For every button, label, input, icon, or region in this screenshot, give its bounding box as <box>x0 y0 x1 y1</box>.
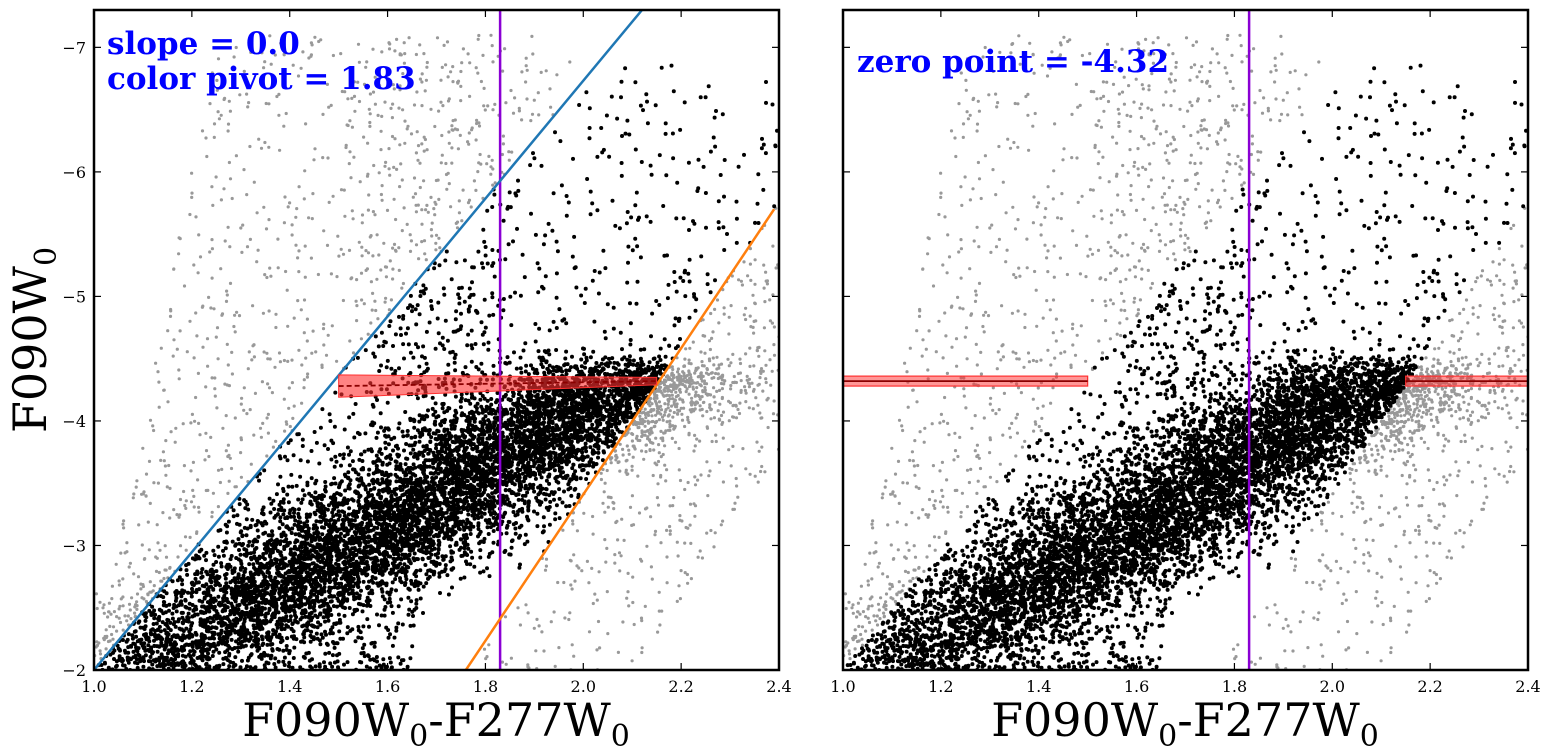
x-tick-label: 2.4 <box>1515 677 1540 696</box>
right-x-axis-title: F090W0-F277W0 <box>991 693 1379 753</box>
right-background-stars <box>843 33 1528 670</box>
x-tick-label: 2.4 <box>766 677 791 696</box>
right-annotation-zero-point: zero point = -4.32 <box>857 44 1169 80</box>
x-tick-label: 1.2 <box>179 677 204 696</box>
x-tick-label: 1.4 <box>277 677 302 696</box>
left-background-stars <box>94 33 779 670</box>
right-fit-lines <box>843 10 1528 670</box>
x-tick-label: 2.2 <box>668 677 693 696</box>
y-tick-label: −5 <box>62 287 86 306</box>
x-tick-label: 2.0 <box>1320 677 1345 696</box>
selected-star-points <box>96 63 779 670</box>
x-tick-label: 2.0 <box>571 677 596 696</box>
y-tick-label: −6 <box>62 163 86 182</box>
tip-fit-band <box>338 374 658 398</box>
blue-color-bound-line <box>94 10 643 670</box>
left-plot-frame <box>92 8 781 672</box>
x-tick-label: 1.4 <box>1026 677 1051 696</box>
background-star-points <box>843 33 1528 670</box>
left-fit-lines <box>94 10 776 670</box>
left-annotation-slope: slope = 0.0 <box>107 26 300 62</box>
right-panel: 1.0 1.2 1.4 1.6 1.8 2.0 2.2 2.4 zero point = -4… <box>830 8 1541 753</box>
x-tick-label: 1.0 <box>81 677 106 696</box>
left-selected-stars <box>96 63 779 670</box>
right-selected-stars <box>845 63 1528 670</box>
tip-fit-line <box>338 380 657 387</box>
x-tick-label: 1.8 <box>1222 677 1247 696</box>
left-annotation-pivot: color pivot = 1.83 <box>107 61 416 97</box>
x-tick-label: 1.6 <box>375 677 400 696</box>
y-tick-label: −3 <box>62 536 86 555</box>
y-tick-label: −7 <box>62 38 86 57</box>
right-plot-frame <box>841 8 1530 672</box>
left-panel: 1.0 1.2 1.4 1.6 1.8 2.0 2.2 2.4 −7 −6 −5 −4 −3 −2 slo… <box>3 8 792 753</box>
selected-star-points <box>845 63 1528 670</box>
x-tick-label: 1.6 <box>1124 677 1149 696</box>
background-star-points <box>94 33 779 670</box>
x-tick-label: 1.8 <box>473 677 498 696</box>
left-x-axis-title: F090W0-F277W0 <box>242 693 630 753</box>
y-tick-label: −2 <box>62 661 86 680</box>
y-axis-title: F090W0 <box>3 247 64 433</box>
left-axis-ticks: 1.0 1.2 1.4 1.6 1.8 2.0 2.2 2.4 −7 −6 −5 −4 −3 −2 <box>62 10 792 696</box>
red-color-bound-line <box>464 208 776 670</box>
y-tick-label: −4 <box>62 412 86 431</box>
right-axis-ticks: 1.0 1.2 1.4 1.6 1.8 2.0 2.2 2.4 <box>830 10 1541 696</box>
x-tick-label: 1.2 <box>928 677 953 696</box>
x-tick-label: 1.0 <box>830 677 855 696</box>
x-tick-label: 2.2 <box>1417 677 1442 696</box>
